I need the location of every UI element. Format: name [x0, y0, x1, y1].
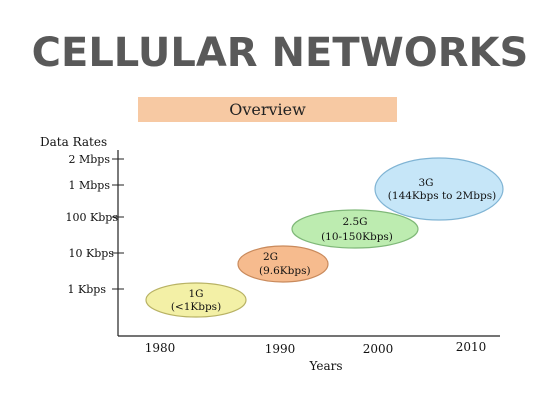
generation-rate: (10-150Kbps): [321, 231, 393, 243]
generation-rate: (9.6Kbps): [259, 265, 311, 277]
generation-name: 2G: [263, 251, 278, 263]
x-tick-label: 2000: [363, 342, 394, 356]
generation-ellipse: [145, 282, 247, 318]
generation-2-5g: 2.5G (10-150Kbps): [291, 209, 419, 249]
y-axis-title: Data Rates: [40, 135, 107, 149]
x-tick-label: 1980: [145, 341, 176, 355]
generation-ellipse: [374, 157, 504, 221]
y-tick-label: 100 Kbps: [66, 211, 119, 224]
generation-1g: 1G (<1Kbps): [145, 282, 247, 318]
y-tick-label: 1 Mbps: [69, 179, 111, 192]
generation-rate: (<1Kbps): [171, 301, 221, 313]
generation-2g: 2G (9.6Kbps): [237, 245, 329, 283]
page-title: CELLULAR NETWORKS: [31, 30, 529, 76]
x-tick-label: 2010: [456, 340, 487, 354]
generation-rate: (144Kbps to 2Mbps): [388, 190, 496, 202]
x-axis-title: Years: [308, 359, 342, 373]
x-tick-label: 1990: [265, 342, 296, 356]
generation-name: 3G: [418, 177, 433, 189]
generation-name: 2.5G: [342, 216, 367, 228]
overview-banner: Overview: [138, 97, 397, 122]
y-tick-label: 10 Kbps: [69, 247, 115, 260]
generation-name: 1G: [188, 288, 203, 300]
overview-label: Overview: [229, 100, 306, 119]
generation-3g: 3G (144Kbps to 2Mbps): [374, 157, 504, 221]
y-tick-label: 1 Kbps: [68, 283, 107, 296]
generation-ellipse: [237, 245, 329, 283]
generation-ellipse: [291, 209, 419, 249]
y-tick-label: 2 Mbps: [69, 153, 111, 166]
